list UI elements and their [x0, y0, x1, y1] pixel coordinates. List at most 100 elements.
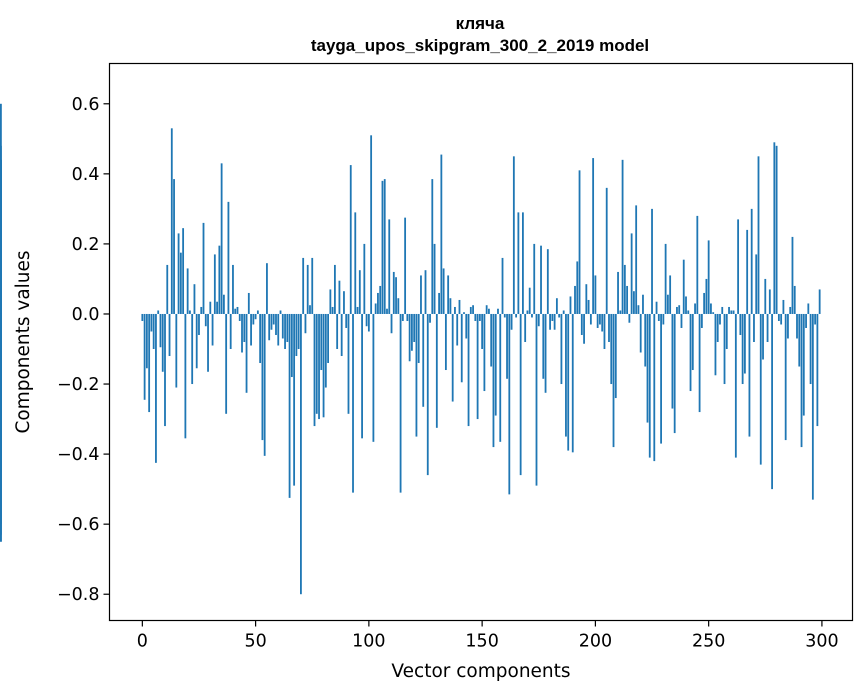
bar [768, 289, 771, 314]
bar [707, 240, 710, 314]
bar [669, 275, 672, 314]
x-axis-ticks: 0 50 100 150 200 250 300 [137, 620, 839, 652]
bar [490, 313, 493, 367]
bar [700, 313, 703, 328]
bar [612, 313, 615, 448]
bar [805, 313, 807, 328]
bar [807, 303, 810, 314]
bar [377, 292, 379, 314]
bar [621, 159, 624, 314]
bar [481, 313, 484, 349]
bar [170, 128, 173, 314]
bar [687, 310, 690, 314]
bar [340, 313, 343, 357]
y-axis-label: Components values [13, 250, 34, 433]
chart-subtitle: tayga_upos_skipgram_300_2_2019 model [311, 36, 649, 55]
bar [651, 208, 653, 314]
bar [703, 292, 706, 314]
bar [365, 313, 368, 327]
bar [243, 313, 246, 342]
bar [442, 268, 445, 314]
bar [322, 313, 325, 418]
bar [422, 313, 425, 407]
bar [814, 313, 817, 325]
bar [571, 313, 574, 453]
bar [524, 313, 527, 342]
bar [313, 313, 316, 427]
bar [254, 313, 257, 320]
bar [454, 306, 456, 314]
bar [517, 212, 520, 314]
bar [435, 313, 438, 428]
bar [444, 313, 447, 371]
bar [202, 222, 205, 314]
bar [492, 313, 495, 448]
bar [531, 313, 533, 318]
bar [175, 313, 178, 388]
bar [784, 313, 787, 441]
bar [567, 313, 570, 451]
bar [802, 313, 805, 416]
bar [229, 313, 232, 349]
bar [730, 310, 733, 314]
bar [542, 313, 545, 379]
bar [565, 313, 567, 437]
bar [381, 180, 384, 314]
bar [159, 313, 162, 348]
bar [390, 313, 393, 334]
bar [710, 303, 712, 314]
bar [522, 212, 524, 314]
bar [540, 245, 542, 314]
bar [241, 313, 243, 353]
bar [227, 201, 230, 314]
bar [635, 205, 638, 314]
bar [198, 313, 200, 335]
bar [331, 306, 334, 314]
bar [406, 313, 409, 321]
bar [318, 313, 320, 420]
bar [356, 306, 359, 314]
x-tick-label: 250 [692, 632, 725, 652]
bar [757, 156, 760, 314]
bar [592, 158, 595, 314]
bar [666, 294, 669, 314]
bar [512, 156, 515, 314]
bar [370, 135, 373, 314]
bar [501, 257, 504, 314]
bar [469, 306, 472, 314]
bar [245, 313, 248, 393]
y-tick-label: 0.6 [72, 95, 100, 115]
bar [0, 313, 2, 542]
bar [678, 305, 681, 314]
bar [637, 305, 640, 314]
bar [401, 313, 404, 321]
bar [354, 212, 357, 314]
bar [191, 313, 194, 385]
bar [429, 313, 431, 323]
bar [472, 305, 474, 314]
bar [352, 313, 354, 493]
bar [671, 313, 674, 409]
bar [426, 313, 429, 476]
bar [252, 313, 255, 325]
bar [465, 313, 468, 339]
bar [644, 313, 647, 367]
bar [789, 306, 792, 314]
bar [809, 313, 812, 385]
bar [141, 313, 144, 321]
bar [300, 313, 302, 595]
bar [200, 306, 203, 314]
bar [506, 313, 508, 379]
bar [535, 313, 538, 486]
bar [222, 294, 225, 314]
bar [537, 313, 540, 327]
x-axis-label: Vector components [391, 661, 570, 682]
bar [413, 313, 416, 342]
bar [266, 263, 268, 314]
bar [494, 313, 497, 416]
bar [583, 313, 585, 344]
bar [311, 257, 314, 314]
bar [250, 313, 252, 346]
bar [433, 243, 436, 314]
bar [0, 145, 2, 314]
